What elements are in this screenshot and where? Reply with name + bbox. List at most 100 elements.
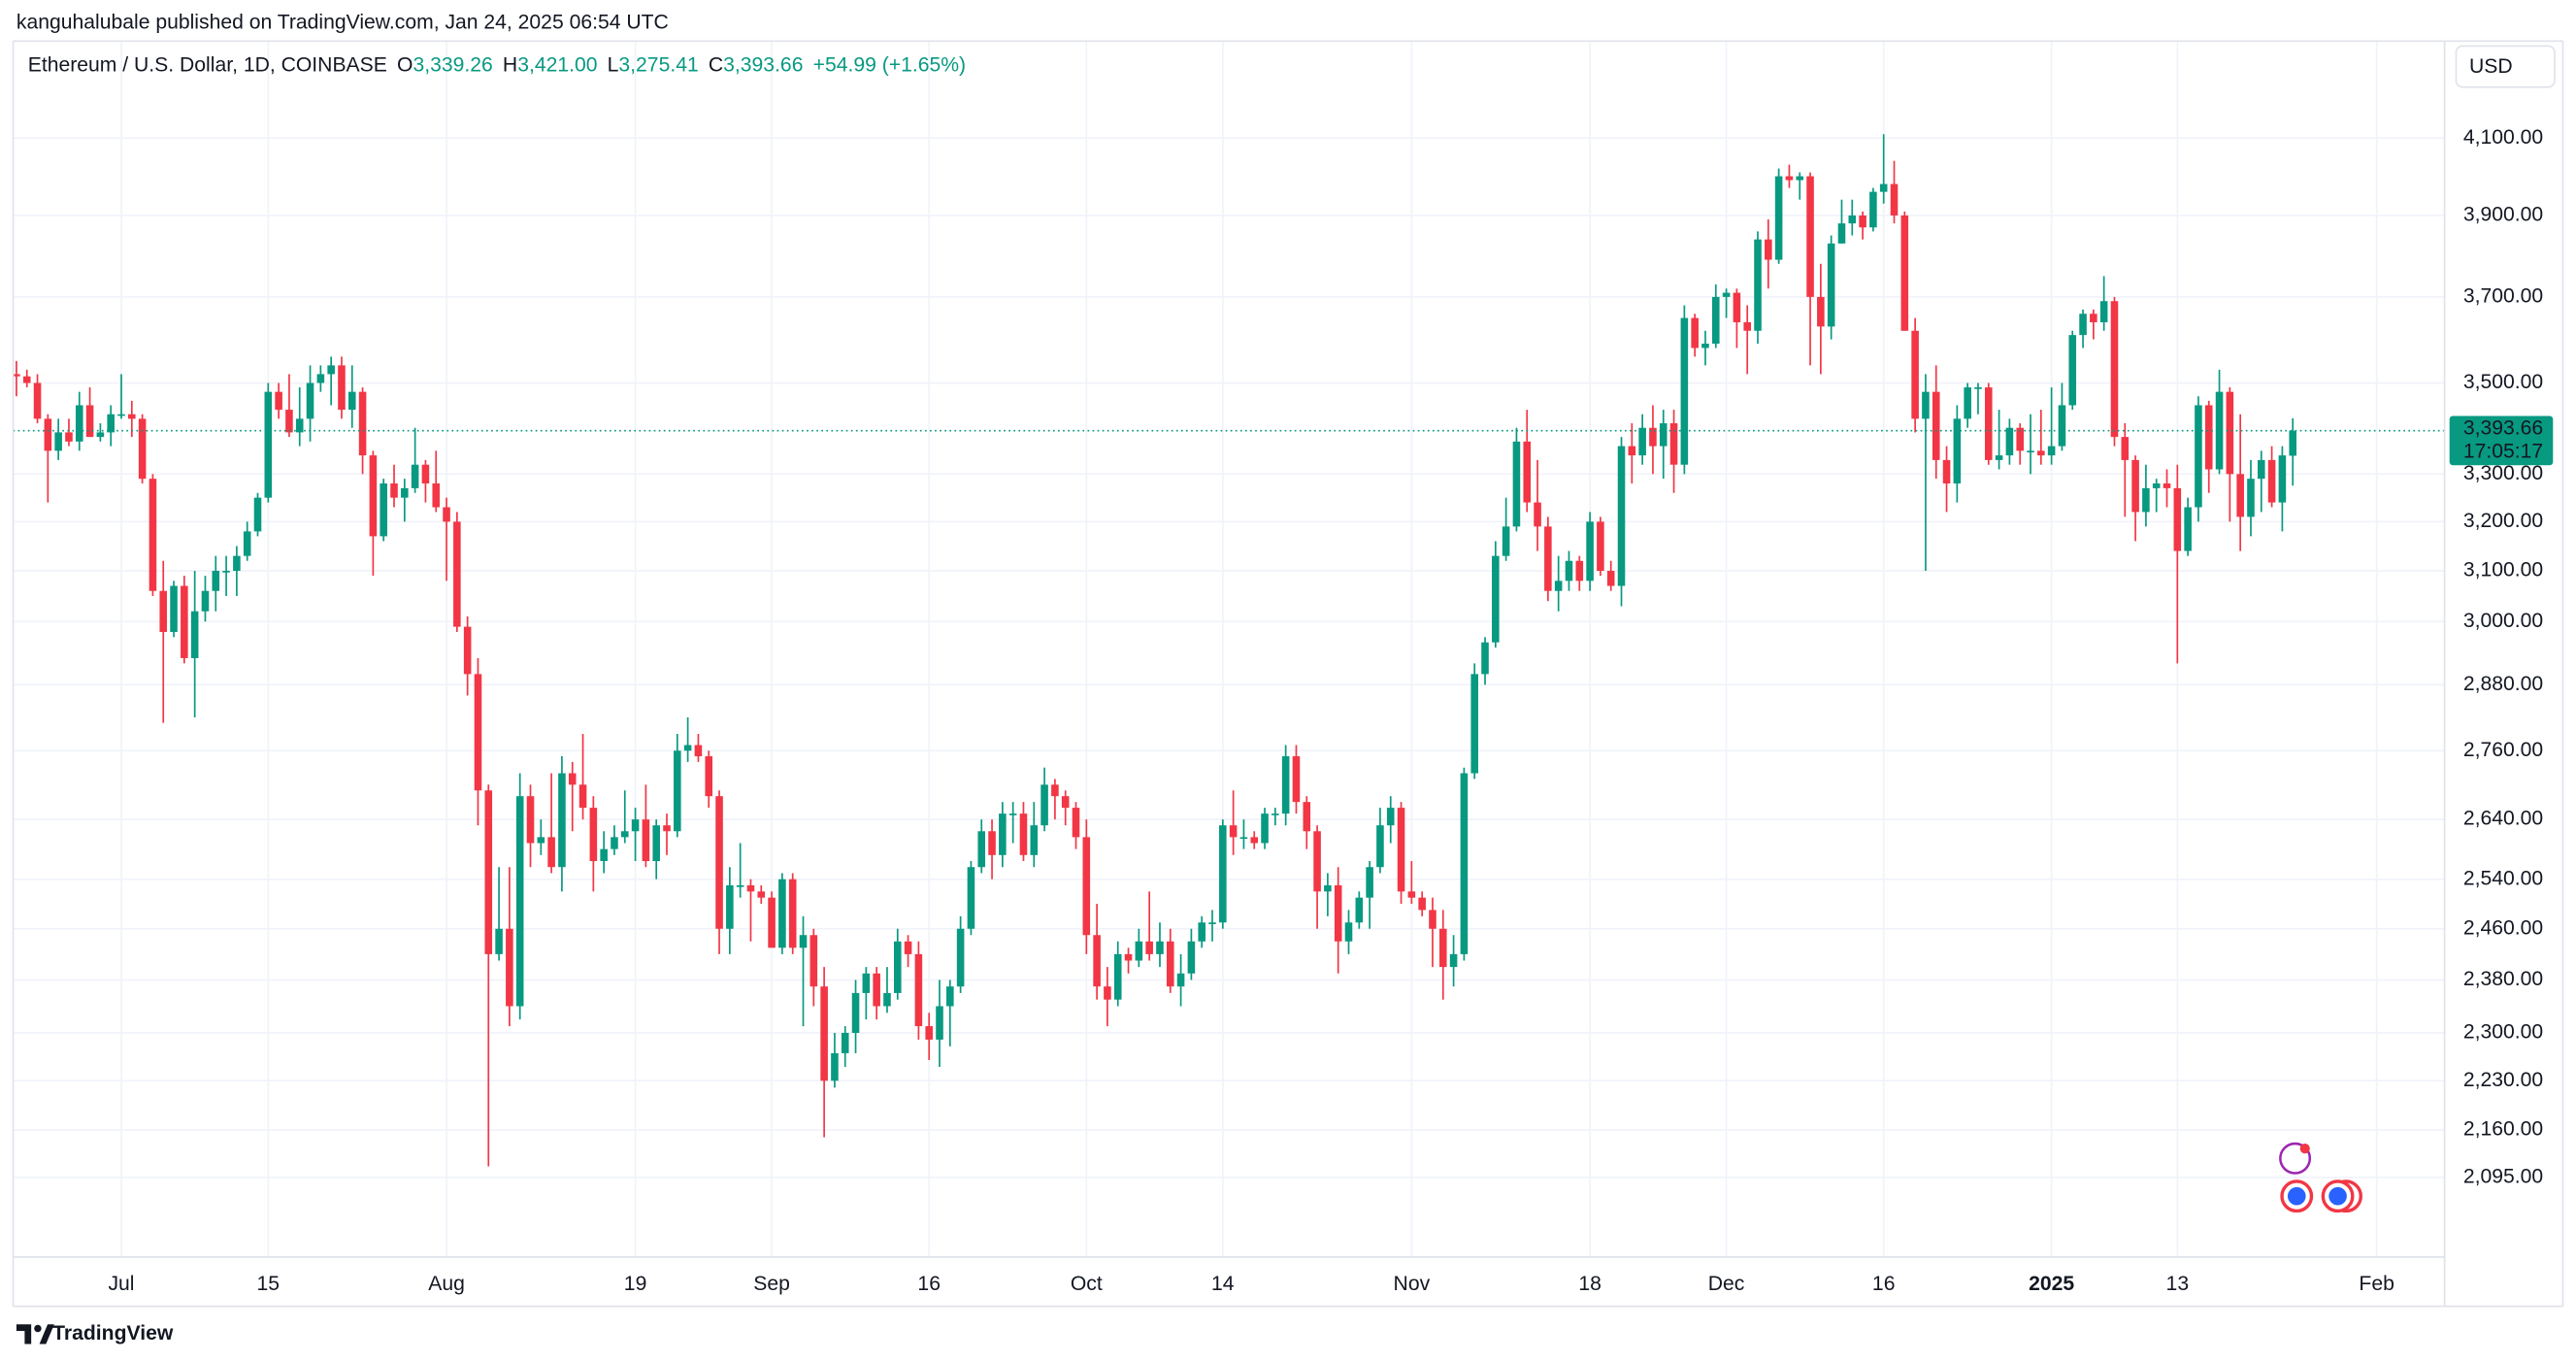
x-tick-label: 16 (1872, 1273, 1896, 1295)
candle-body (1355, 897, 1364, 923)
legend-change: +54.99 (+1.65%) (813, 53, 967, 76)
y-tick-label: 3,300.00 (2463, 462, 2543, 484)
candle-body (2058, 405, 2066, 447)
candle-body (1544, 526, 1552, 591)
candle-body (253, 497, 262, 532)
y-tick-label: 3,000.00 (2463, 610, 2543, 632)
y-tick-label: 2,230.00 (2463, 1069, 2543, 1091)
candle-body (2005, 427, 2014, 456)
candle-body (1198, 922, 1205, 942)
candle-body (2215, 391, 2224, 470)
candle-body (1869, 191, 1877, 228)
candle-body (85, 405, 94, 438)
candle-body (956, 928, 965, 987)
currency-label[interactable]: USD (2469, 55, 2513, 78)
candle-body (2278, 455, 2287, 503)
candle-body (1366, 867, 1373, 898)
x-tick-label: 18 (1578, 1273, 1602, 1295)
candle-body (663, 825, 671, 832)
legend-value: 3,339.26 (413, 53, 492, 76)
candle-body (1711, 296, 1720, 345)
candle-body (2121, 437, 2130, 460)
candle-body (2184, 507, 2192, 551)
candle-body (1344, 922, 1353, 942)
candle-body (1837, 223, 1846, 244)
candle-body (1470, 674, 1478, 774)
candle-body (1281, 756, 1290, 814)
candle-body (1534, 502, 1541, 527)
candle-body (1040, 784, 1048, 826)
candles (13, 134, 2296, 1167)
x-tick-label: Jul (108, 1273, 134, 1295)
currency-box[interactable] (2455, 45, 2556, 88)
candle-body (2068, 335, 2077, 406)
y-tick-label: 2,540.00 (2463, 867, 2543, 889)
candle-body (1995, 455, 2003, 460)
brand-name: TradingView (52, 1322, 174, 1344)
candle-body (1418, 897, 1426, 911)
candle-body (1649, 427, 1657, 447)
candle-body (2289, 430, 2296, 456)
x-tick-label: Nov (1394, 1273, 1431, 1295)
candle-body (820, 986, 828, 1081)
candle-body (1565, 560, 1573, 581)
candle-body (1156, 941, 1164, 954)
x-tick-label: 2025 (2029, 1273, 2074, 1295)
candle-body (1334, 885, 1342, 942)
candle-body (2110, 301, 2119, 438)
candle-body (652, 825, 660, 861)
x-tick-label: 13 (2166, 1273, 2190, 1295)
candle-body (788, 879, 797, 948)
candle-body (2027, 450, 2034, 453)
legend-value: 3,421.00 (517, 53, 597, 76)
candle-body (1743, 321, 1751, 331)
candle-body (170, 585, 178, 632)
candle-body (1313, 831, 1321, 892)
candle-body (1407, 891, 1416, 898)
candle-body (13, 374, 20, 377)
candle-body (1879, 183, 1888, 192)
candle-body (1722, 292, 1731, 297)
candle-body (904, 941, 912, 954)
candle-body (285, 410, 293, 433)
candle-body (421, 464, 430, 484)
grid (13, 41, 2445, 1257)
candle-body (243, 531, 251, 556)
candle-body (883, 992, 891, 1007)
candle-body (1438, 928, 1447, 968)
candle-body (1575, 560, 1584, 581)
candle-body (2204, 405, 2213, 470)
x-tick-label: 15 (257, 1273, 281, 1295)
candle-body (1911, 330, 1919, 419)
candle-body (1827, 243, 1835, 327)
candle-body (390, 483, 398, 498)
candle-body (1093, 935, 1101, 987)
candle-body (347, 391, 356, 411)
candle-body (1701, 344, 1709, 349)
candle-body (515, 796, 524, 1007)
candle-body (946, 986, 954, 1007)
candle-body (1606, 571, 1615, 586)
candle-body (1733, 292, 1741, 322)
candle-body (2163, 483, 2171, 488)
x-tick-label: Sep (753, 1273, 790, 1295)
candle-body (611, 837, 618, 849)
symbol-title: Ethereum / U.S. Dollar, 1D, COINBASE (28, 53, 387, 76)
candle-body (1817, 296, 1825, 327)
candle-body (841, 1032, 849, 1053)
candle-body (117, 414, 125, 416)
candle-body (799, 935, 808, 948)
candle-body (159, 590, 168, 632)
candle-body (768, 897, 776, 948)
candle-body (306, 382, 314, 419)
y-tick-label: 2,880.00 (2463, 673, 2543, 695)
candle-body (1019, 813, 1028, 855)
y-tick-label: 2,760.00 (2463, 739, 2543, 761)
candle-body (1942, 459, 1951, 484)
candle-body (2142, 487, 2150, 513)
y-tick-label: 2,380.00 (2463, 968, 2543, 990)
symbol-legend: Ethereum / U.S. Dollar, 1D, COINBASE O3,3… (28, 53, 966, 76)
candle-body (75, 405, 83, 442)
